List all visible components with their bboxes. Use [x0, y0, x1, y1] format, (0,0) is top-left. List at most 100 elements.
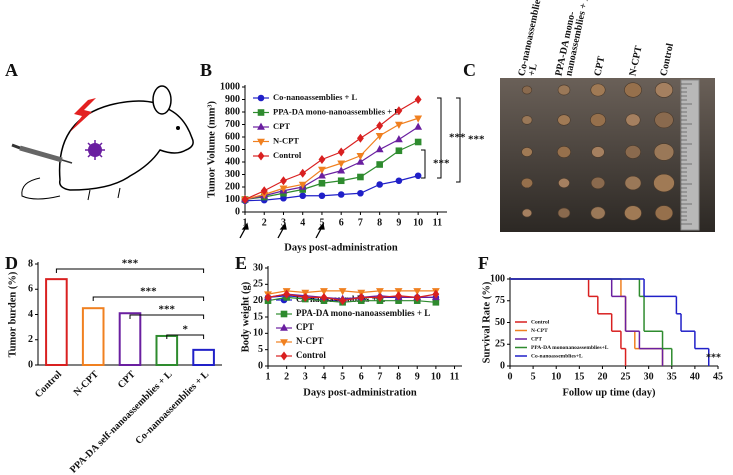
column-label: CPT [592, 55, 607, 77]
marker [299, 192, 307, 200]
marker [318, 179, 326, 187]
marker [414, 122, 423, 130]
marker [395, 106, 403, 116]
tumor [557, 114, 571, 126]
marker [299, 168, 307, 178]
x-tick-label: 8 [377, 217, 382, 228]
significance-bracket [456, 97, 461, 183]
x-tick-label: 10 [551, 371, 561, 382]
y-tick-label: 4 [28, 309, 33, 320]
marker [241, 195, 249, 204]
y-axis-label: Body weight (g) [240, 281, 251, 352]
tumor [590, 113, 606, 127]
y-tick-label: 0 [500, 360, 505, 371]
tumor [521, 208, 533, 218]
marker [432, 289, 440, 299]
x-tick-label: 1 [243, 217, 248, 228]
panel-label: D [5, 253, 18, 273]
marker [413, 288, 422, 296]
tumor [558, 177, 570, 189]
tumor-grid [520, 82, 675, 221]
x-axis-label: Days post-administration [303, 387, 417, 398]
y-tick-label: 50 [495, 317, 505, 328]
significance-bracket [92, 296, 205, 301]
marker [414, 172, 422, 180]
x-tick-label: 7 [358, 217, 363, 228]
tumor [590, 83, 606, 97]
x-tick-label: 3 [303, 371, 308, 382]
y-tick-label: 0 [28, 359, 33, 370]
x-tick-label: CPT [116, 369, 138, 391]
tumor [557, 146, 571, 158]
tumor [557, 84, 571, 96]
y-tick-label: 20 [253, 295, 263, 306]
legend-label: N-CPT [273, 135, 299, 145]
marker [414, 95, 422, 104]
marker [338, 288, 347, 296]
x-tick-label: 5 [340, 371, 345, 382]
panel-label: A [5, 60, 18, 80]
tumor [653, 143, 675, 161]
marker [376, 181, 383, 188]
column-label: N-CPT [627, 45, 644, 77]
x-tick-label: 5 [319, 217, 324, 228]
marker [394, 135, 403, 143]
x-tick-label: 6 [339, 217, 344, 228]
marker [257, 138, 265, 146]
series-line [244, 175, 419, 202]
tumor [521, 147, 533, 157]
legend-label: PPA-DA mono-nanoassemblies + L [273, 106, 400, 116]
significance-label: *** [449, 132, 466, 144]
tumor [521, 115, 533, 125]
x-tick-label: 11 [433, 217, 442, 228]
tumor [521, 85, 533, 95]
series-line [244, 141, 419, 201]
tumor [625, 145, 641, 159]
significance-label: *** [468, 134, 485, 146]
legend-label: Control [273, 150, 302, 160]
tumor [624, 175, 642, 191]
x-tick-label: 15 [574, 371, 584, 382]
marker [356, 153, 365, 161]
x-tick-label: 2 [262, 217, 267, 228]
legend-label: CPT [531, 336, 542, 342]
y-tick-label: 500 [225, 144, 240, 155]
marker [414, 138, 422, 146]
y-tick-label: 25 [253, 279, 263, 290]
x-tick-label: 20 [597, 371, 607, 382]
significance-bracket [437, 97, 442, 179]
x-tick-label: 7 [377, 371, 382, 382]
bar [155, 334, 179, 366]
marker [337, 191, 345, 198]
significance-label: *** [140, 286, 157, 298]
marker [260, 186, 268, 196]
tumor-photo [500, 78, 715, 232]
tumor [590, 176, 606, 190]
x-tick-label: 3 [281, 217, 286, 228]
y-tick-label: 200 [225, 181, 240, 192]
column-label: +L [526, 62, 539, 77]
legend-label: CPT [296, 322, 314, 332]
legend-label: N-CPT [531, 328, 548, 334]
x-tick-label: N-CPT [72, 369, 102, 399]
tumor [653, 173, 675, 193]
x-axis-label: Follow up time (day) [562, 387, 656, 398]
marker [337, 166, 346, 174]
bar [45, 278, 68, 366]
significance-bracket [421, 149, 426, 179]
tumor [624, 205, 642, 221]
tumor [654, 82, 674, 98]
marker [339, 296, 347, 306]
marker [376, 121, 384, 131]
significance-label: *** [122, 258, 139, 270]
bar [192, 348, 215, 367]
bar [81, 307, 105, 366]
marker [257, 94, 265, 102]
y-tick-label: 30 [253, 262, 263, 273]
x-tick-label: 6 [359, 371, 364, 382]
y-tick-label: 6 [28, 284, 33, 295]
marker [318, 166, 326, 174]
